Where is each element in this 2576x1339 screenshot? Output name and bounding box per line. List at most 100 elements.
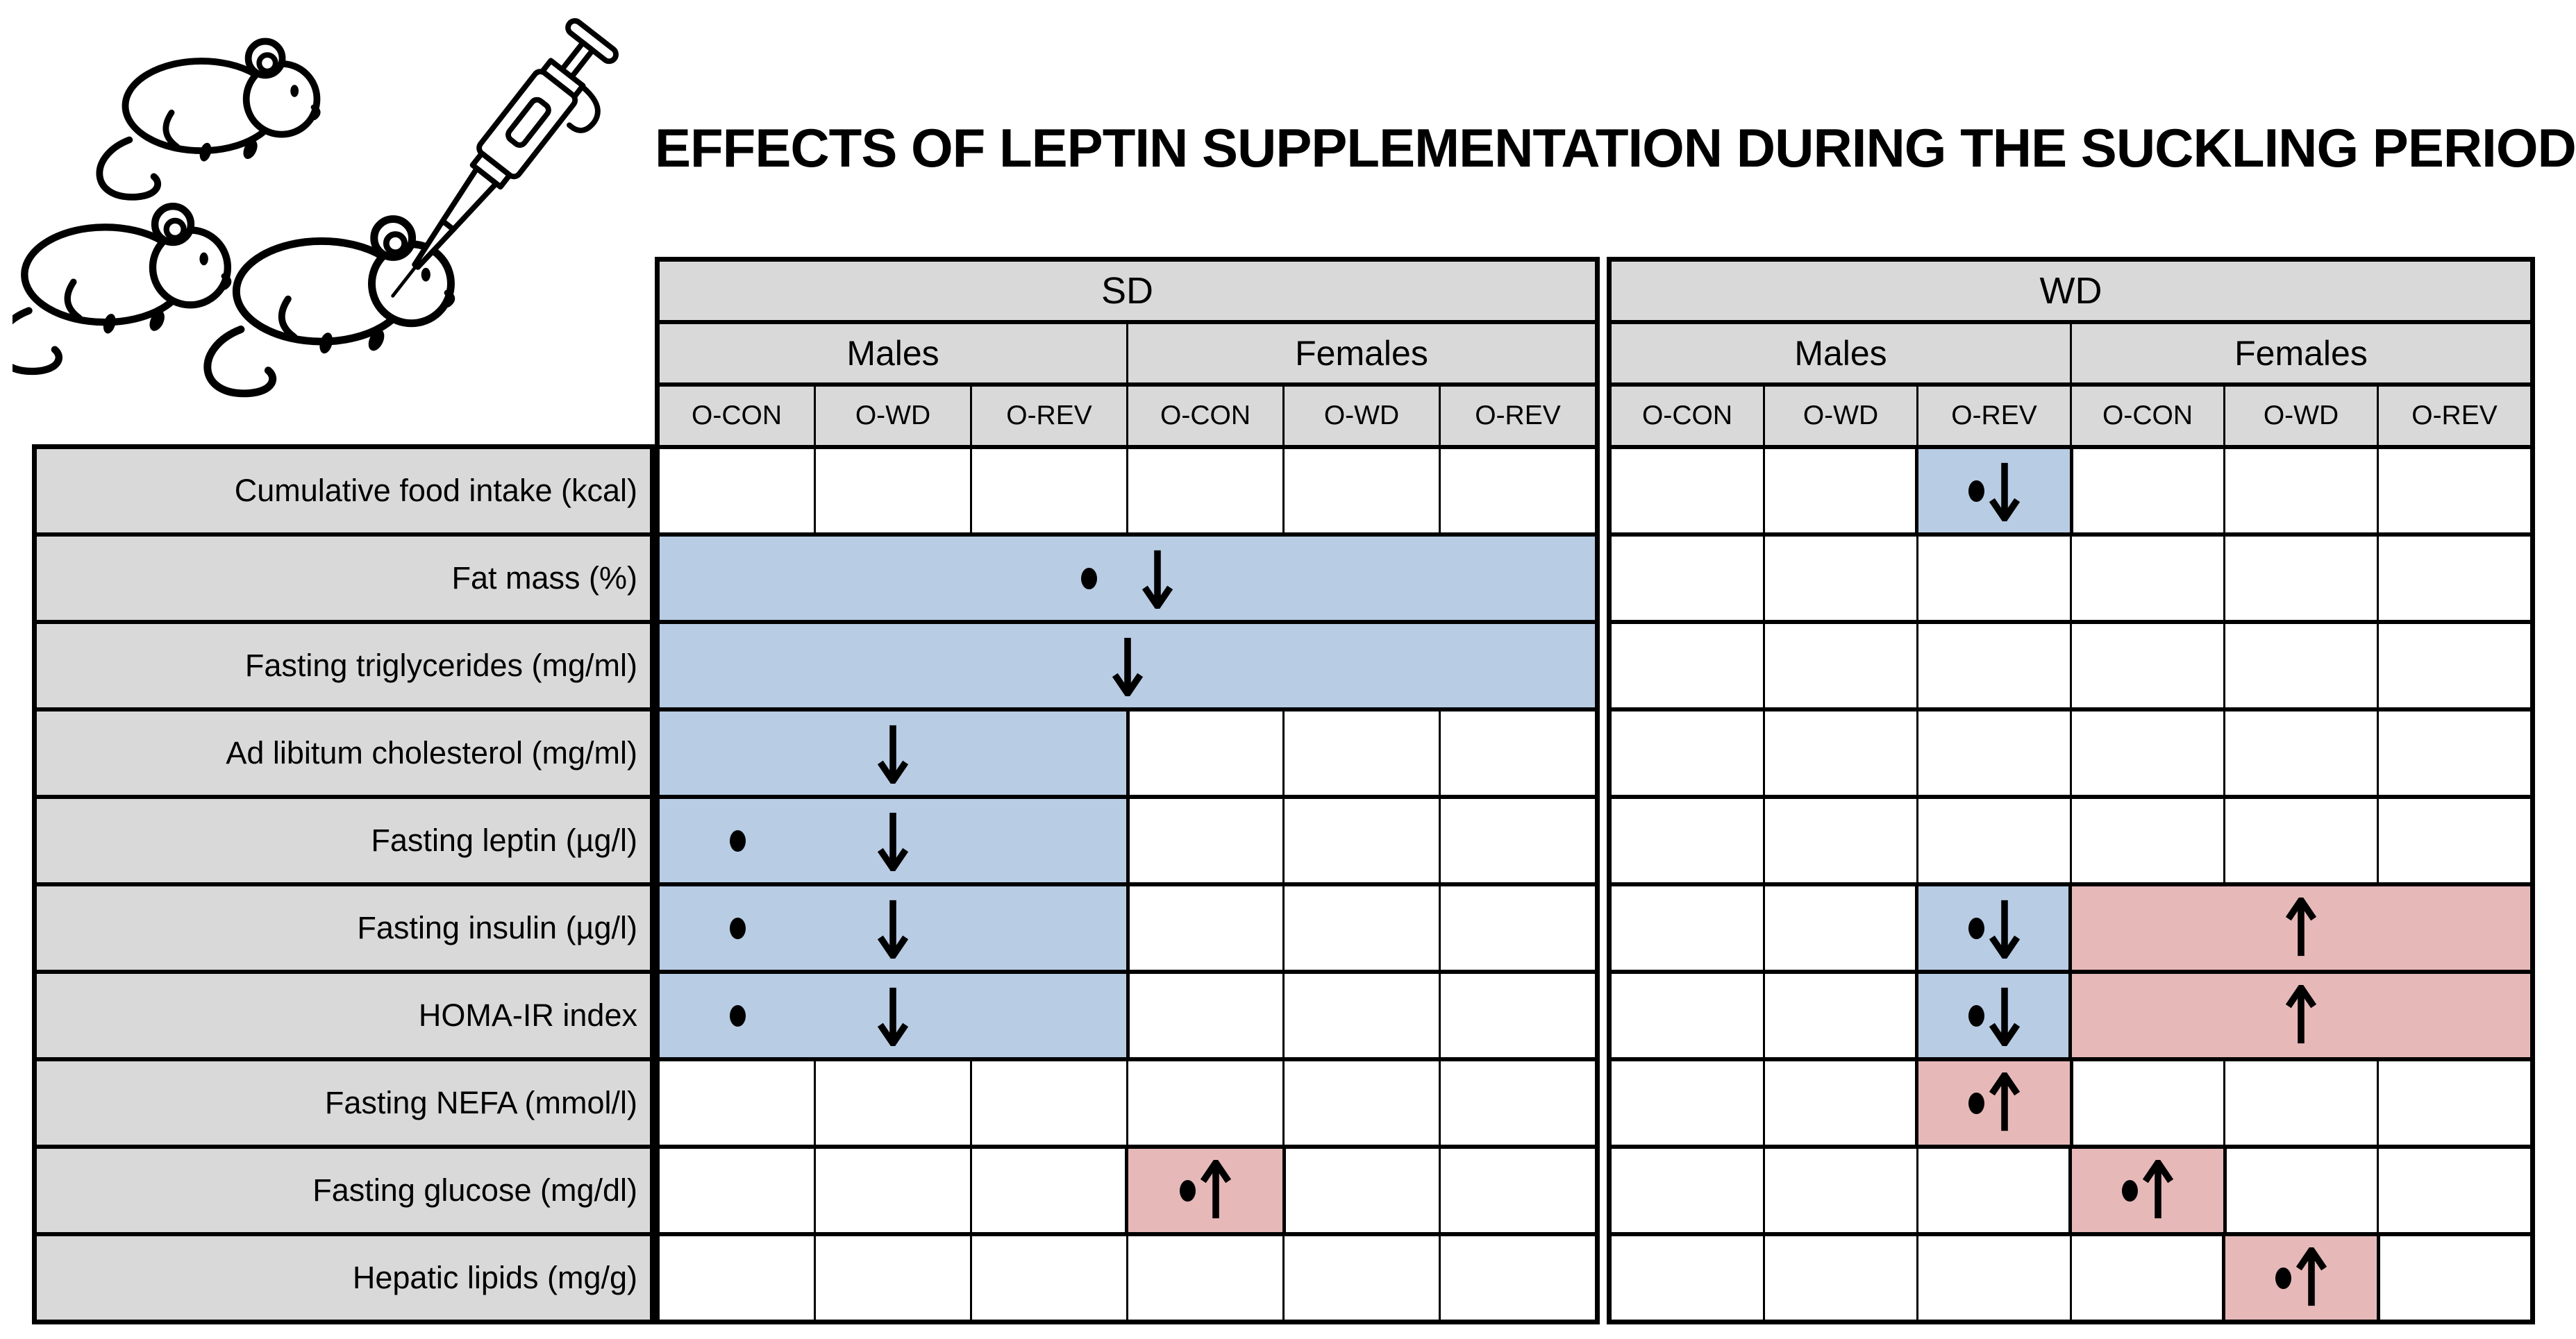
effect-marker (1968, 985, 2021, 1046)
sex-header-row: Males Females (1612, 324, 2530, 382)
empty-cell (2379, 711, 2530, 795)
row-label-column: Cumulative food intake (kcal) Fat mass (%… (32, 444, 655, 1324)
down-arrow-icon (1989, 462, 2020, 521)
empty-cell (1612, 974, 1763, 1057)
empty-cell (1441, 974, 1595, 1057)
group-header-o-con: O-CON (660, 387, 814, 445)
down-arrow-icon (877, 812, 909, 871)
table-body-row (660, 711, 1595, 795)
group-header-o-rev: O-REV (2379, 387, 2530, 445)
empty-cell (1128, 974, 1282, 1057)
empty-cell (1765, 624, 1916, 707)
empty-cell (1285, 449, 1439, 532)
sex-header-males: Males (660, 324, 1126, 382)
effect-subcell (660, 829, 815, 852)
group-header-o-con: O-CON (2072, 387, 2223, 445)
down-arrow-icon (877, 987, 909, 1046)
table-body-row (1612, 1149, 2530, 1232)
down-arrow-icon (1112, 637, 1143, 696)
empty-cell (1285, 799, 1439, 882)
table-body-row (660, 537, 1595, 620)
significance-dot-icon (2275, 1267, 2291, 1289)
empty-cell (2072, 1236, 2223, 1320)
empty-cell (1918, 711, 2070, 795)
effect-marker (2285, 898, 2317, 959)
empty-cell (1441, 1061, 1595, 1145)
empty-cell (972, 449, 1126, 532)
down-arrow-icon (877, 725, 909, 784)
effect-cell-decrease (1918, 974, 2070, 1057)
empty-cell (2379, 799, 2530, 882)
empty-cell (816, 1061, 970, 1145)
table-body-row (660, 1149, 1595, 1232)
empty-cell (2379, 449, 2530, 532)
empty-cell (2379, 1236, 2530, 1320)
table-body-row (1612, 449, 2530, 532)
empty-cell (1285, 1236, 1439, 1320)
effect-subcell (815, 985, 971, 1046)
effect-cell-decrease (660, 886, 1126, 970)
empty-cell (1765, 886, 1916, 970)
diet-header-wd: WD (1612, 262, 2530, 320)
significance-dot-icon (1081, 567, 1097, 589)
significance-dot-icon (729, 917, 746, 939)
group-header-row: O-CON O-WD O-REV O-CON O-WD O-REV (660, 387, 1595, 445)
up-arrow-icon (2295, 1247, 2327, 1306)
empty-cell (2225, 1149, 2377, 1232)
row-label: Fasting triglycerides (mg/ml) (37, 624, 650, 707)
empty-cell (1918, 799, 2070, 882)
empty-cell (1765, 449, 1916, 532)
table-body-row (1612, 624, 2530, 707)
row-label: Fasting insulin (µg/l) (37, 886, 650, 970)
empty-cell (1128, 449, 1282, 532)
empty-cell (1612, 799, 1763, 882)
significance-dot-icon (2121, 1179, 2138, 1202)
empty-cell (1918, 624, 2070, 707)
effect-marker (1968, 898, 2021, 959)
empty-cell (972, 1236, 1126, 1320)
effect-cell-decrease (660, 537, 1595, 620)
empty-cell (816, 449, 970, 532)
empty-cell (1612, 711, 1763, 795)
empty-cell (2379, 1061, 2530, 1145)
group-header-o-rev: O-REV (972, 387, 1126, 445)
table-body-row (1612, 799, 2530, 882)
group-header-o-wd: O-WD (2225, 387, 2377, 445)
empty-cell (1612, 449, 1763, 532)
row-label: Cumulative food intake (kcal) (37, 449, 650, 532)
significance-dot-icon (1968, 917, 1984, 939)
up-arrow-icon (1989, 1072, 2020, 1131)
group-header-row: O-CON O-WD O-REV O-CON O-WD O-REV (1612, 387, 2530, 445)
effect-cell-decrease (1918, 886, 2070, 970)
table-body-row (1612, 886, 2530, 970)
table-body-row (660, 449, 1595, 532)
up-arrow-icon (2285, 985, 2317, 1044)
empty-cell (1441, 1149, 1595, 1232)
table-body-row (1612, 974, 2530, 1057)
mice-pipette-illustration (12, 18, 619, 435)
empty-cell (1612, 1061, 1763, 1145)
empty-cell (972, 1061, 1126, 1145)
effect-cell-decrease (660, 974, 1126, 1057)
effect-cell-decrease (660, 711, 1126, 795)
empty-cell (2225, 537, 2377, 620)
effect-marker (1179, 1160, 1232, 1221)
empty-cell (1765, 974, 1916, 1057)
effect-marker (1081, 548, 1173, 609)
table-body-row (660, 974, 1595, 1057)
diet-header-row: SD (660, 262, 1595, 320)
up-arrow-icon (1200, 1160, 1231, 1219)
empty-cell (1128, 711, 1282, 795)
effect-marker (1968, 460, 2021, 521)
empty-cell (2225, 624, 2377, 707)
empty-cell (2072, 624, 2223, 707)
effect-marker (1112, 635, 1144, 696)
effect-subcell (815, 723, 971, 784)
empty-cell (1128, 1061, 1282, 1145)
empty-cell (1918, 1149, 2070, 1232)
empty-cell (2225, 449, 2377, 532)
group-header-o-con: O-CON (1612, 387, 1763, 445)
down-arrow-icon (1989, 987, 2020, 1046)
row-label: Fasting NEFA (mmol/l) (37, 1061, 650, 1145)
